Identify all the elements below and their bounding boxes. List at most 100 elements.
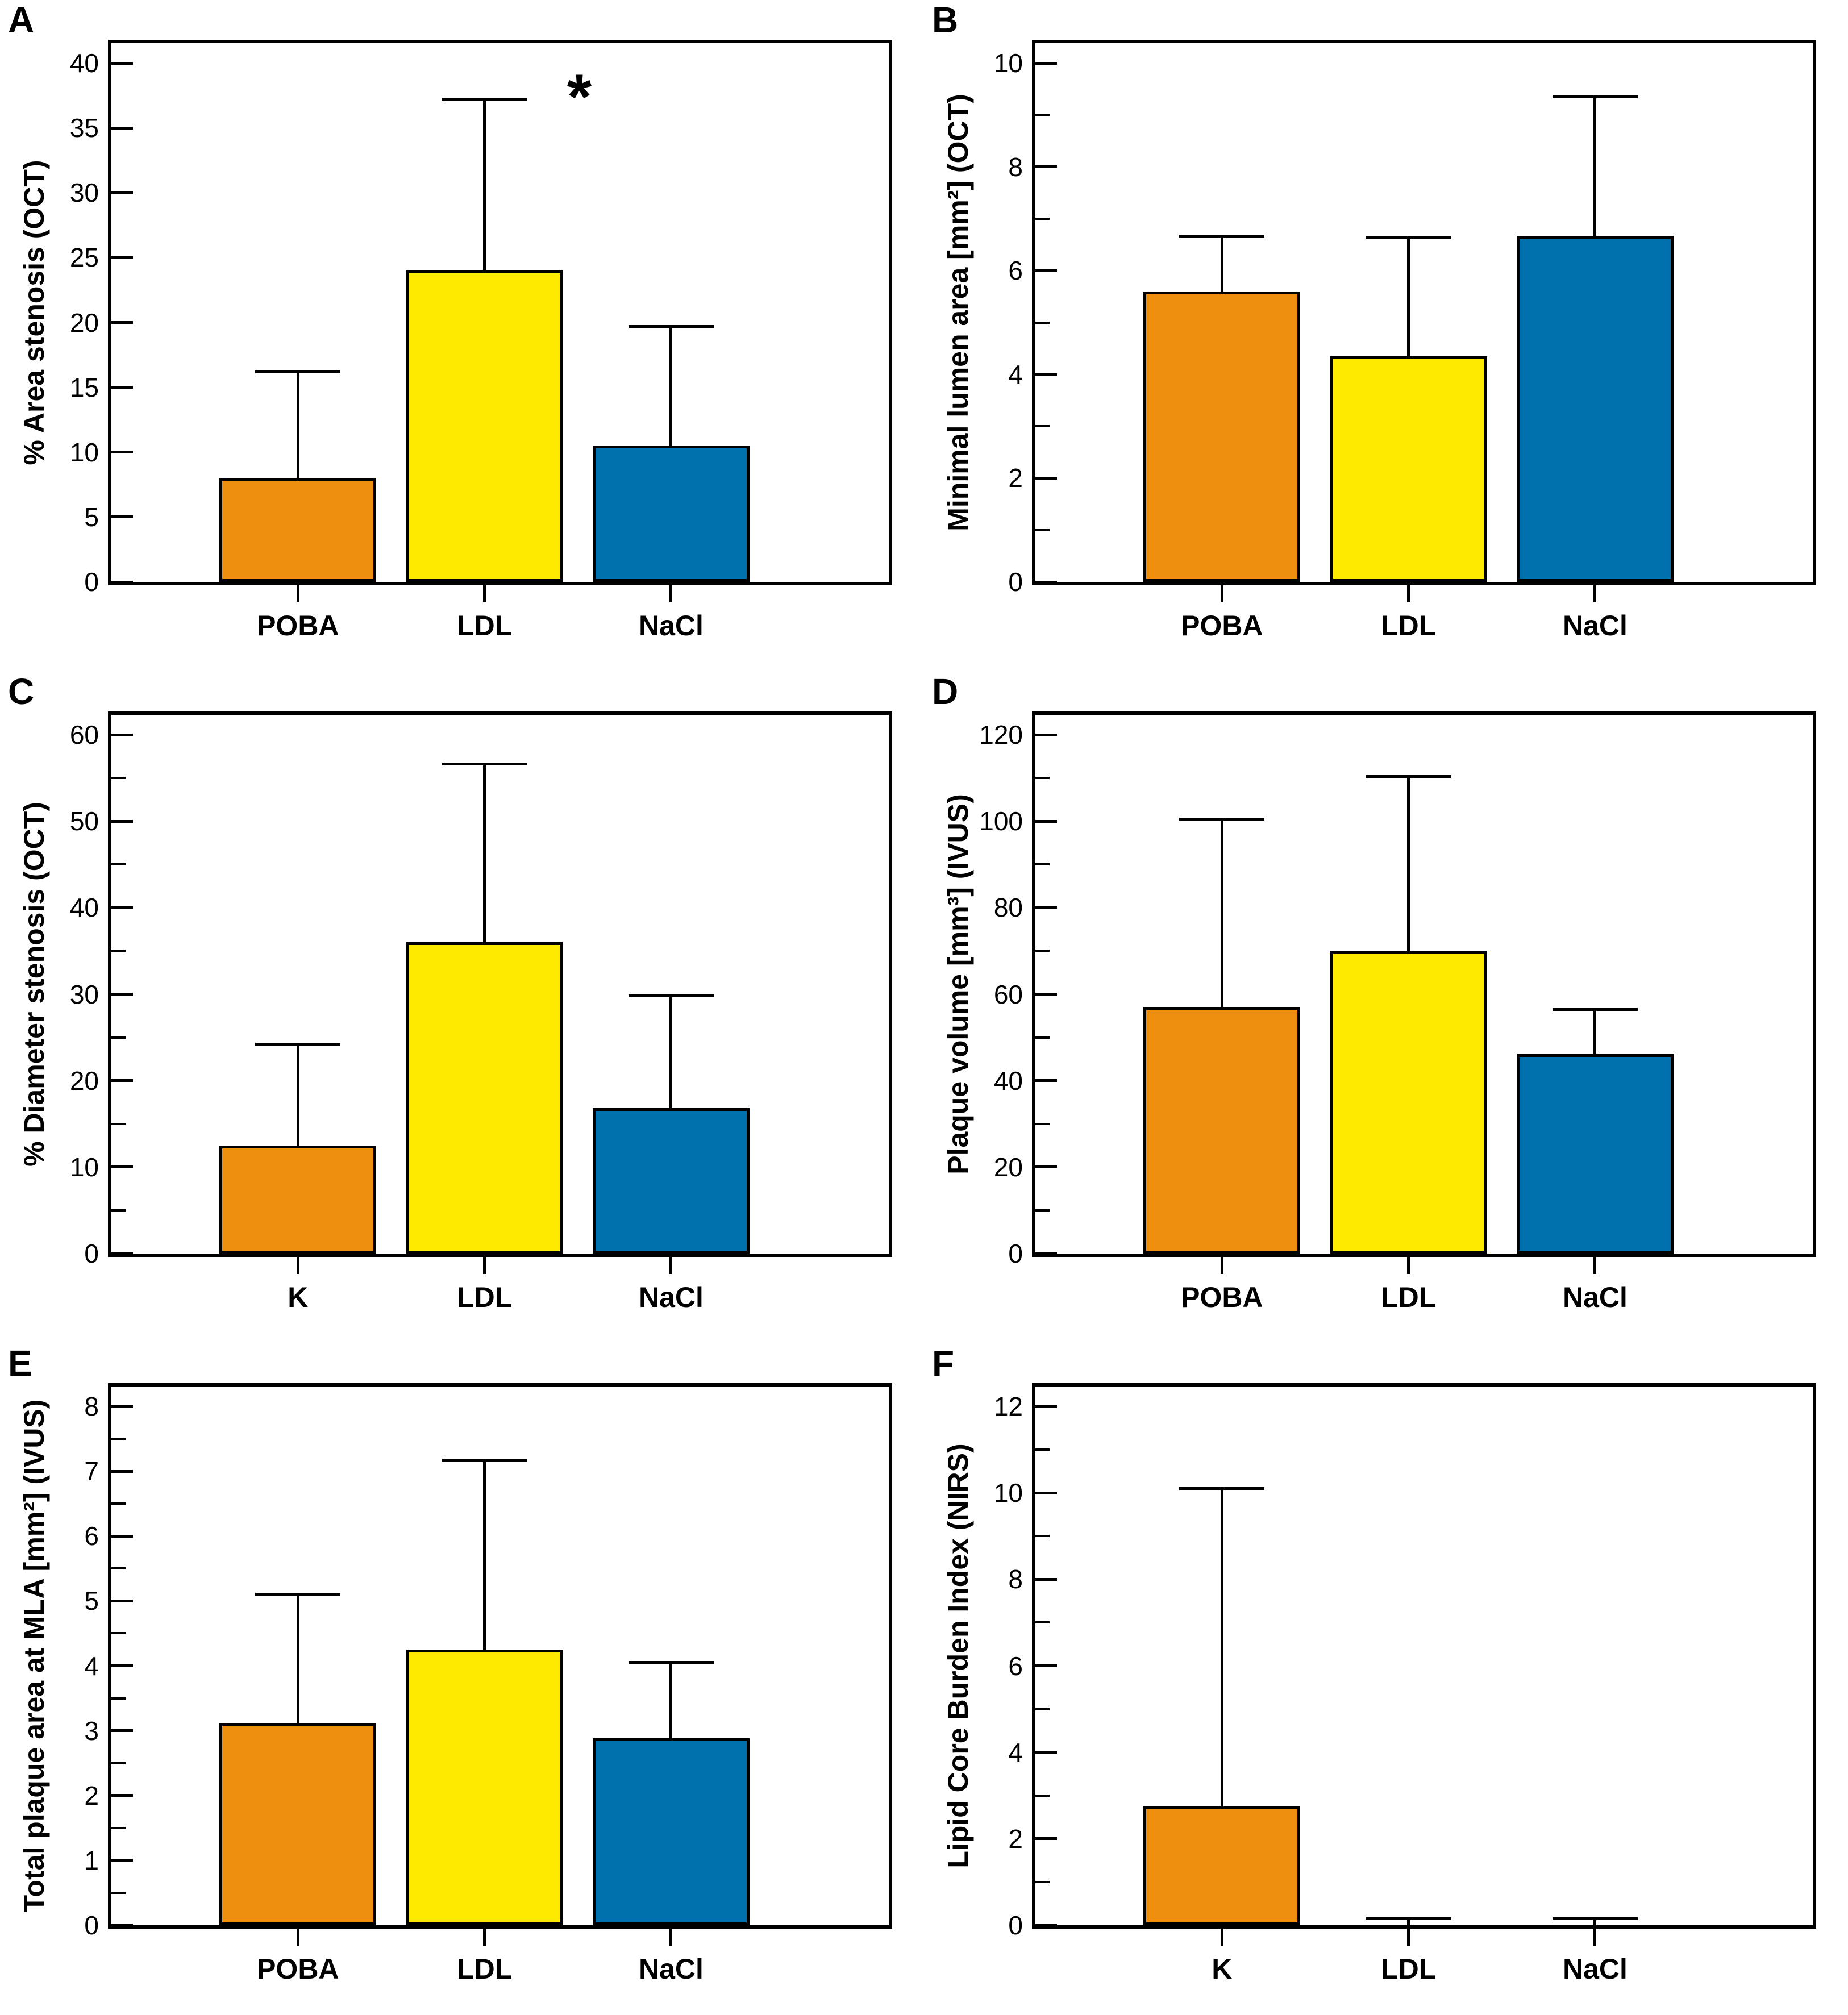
error-bar-line (296, 372, 299, 478)
x-axis-tick (483, 585, 486, 602)
error-bar-line (483, 1460, 486, 1650)
y-major-tick (111, 61, 133, 65)
y-major-tick (111, 126, 133, 130)
error-bar-cap (442, 1459, 527, 1462)
y-axis-title: Lipid Core Burden Index (NIRS) (942, 1443, 974, 1868)
y-minor-tick (1035, 528, 1050, 531)
bar-ldl (406, 270, 563, 582)
y-minor-tick (111, 1036, 126, 1039)
x-category-label: LDL (457, 1281, 513, 1313)
y-minor-tick (111, 1567, 126, 1570)
y-minor-tick (1035, 1036, 1050, 1039)
y-tick-label: 60 (993, 979, 1023, 1009)
x-category-label: LDL (457, 1953, 513, 1985)
x-category-label: POBA (1181, 1281, 1263, 1313)
y-tick-label: 40 (993, 1065, 1023, 1096)
y-major-tick (111, 1165, 133, 1169)
error-bar-line (296, 1594, 299, 1723)
y-tick-label: 35 (69, 113, 99, 143)
y-tick-label: 8 (84, 1392, 99, 1421)
x-category-label: LDL (457, 610, 513, 642)
error-bar-line (669, 1662, 673, 1739)
y-tick-label: 4 (1008, 359, 1023, 389)
x-category-label: LDL (1381, 1281, 1437, 1313)
y-major-tick (1035, 1664, 1057, 1667)
bar-poba (219, 478, 377, 582)
error-bar-cap (1366, 1917, 1451, 1921)
x-category-label: LDL (1381, 610, 1437, 642)
plot-area: 0 1 2 3 4 5 6 7 8 POBA LDL NaCl (84, 1383, 892, 1983)
x-axis-tick (1407, 585, 1410, 602)
y-minor-tick (1035, 114, 1050, 116)
panel-letter: C (8, 671, 35, 712)
y-major-tick (111, 1405, 133, 1408)
y-minor-tick (1035, 1448, 1050, 1451)
panel-letter: D (932, 671, 959, 712)
panel-e: E Total plaque area at MLA [mm²] (IVUS) … (0, 1343, 924, 2015)
y-axis-title: Plaque volume [mm³] (IVUS) (942, 794, 974, 1175)
y-tick-label: 80 (993, 893, 1023, 923)
error-bar-line (1593, 1918, 1597, 1925)
error-bar-line (1220, 236, 1223, 292)
bar-nacl (1516, 236, 1674, 582)
y-minor-tick (111, 863, 126, 866)
y-tick-label: 6 (1008, 256, 1023, 286)
y-tick-label: 4 (1008, 1737, 1023, 1767)
significance-asterisk: * (567, 61, 592, 132)
y-major-tick (111, 1599, 133, 1602)
y-minor-tick (1035, 1880, 1050, 1883)
panel-b: B Minimal lumen area [mm²] (OCT) 0 2 4 6 8 10… (924, 0, 1848, 672)
y-tick-label: 2 (1008, 463, 1023, 493)
x-category-label: LDL (1381, 1953, 1437, 1985)
error-bar-cap (1552, 1917, 1638, 1921)
y-tick-label: 1 (84, 1845, 99, 1875)
y-major-tick (111, 386, 133, 389)
x-axis-tick (1220, 1257, 1223, 1274)
bar-ldl (406, 1649, 563, 1925)
x-axis-tick (483, 1257, 486, 1274)
y-major-tick (111, 1534, 133, 1538)
error-bar-cap (255, 1043, 341, 1046)
x-axis-tick (1593, 1257, 1597, 1274)
y-tick-label: 0 (1008, 567, 1023, 597)
y-tick-label: 0 (1008, 1910, 1023, 1940)
y-major-tick (111, 1794, 133, 1797)
x-category-label: K (288, 1281, 309, 1313)
panel-c: C % Diameter stenosis (OCT) 0 10 20 30 40 50 6… (0, 672, 924, 1343)
error-bar-cap (255, 370, 341, 373)
y-major-tick (1035, 1165, 1057, 1169)
error-bar-cap (442, 763, 527, 766)
x-axis-tick (1220, 1929, 1223, 1946)
error-bar-line (483, 764, 486, 943)
y-tick-label: 40 (69, 893, 99, 923)
y-major-tick (111, 1252, 133, 1255)
error-bar-cap (255, 1593, 341, 1596)
y-major-tick (1035, 61, 1057, 65)
y-tick-label: 10 (69, 1152, 99, 1182)
panel-a: A % Area stenosis (OCT) 0 5 10 15 20 25 30 35 40… (0, 0, 924, 672)
error-bar-line (296, 1044, 299, 1146)
y-minor-tick (1035, 1209, 1050, 1212)
y-major-tick (1035, 993, 1057, 996)
y-major-tick (111, 906, 133, 909)
y-tick-label: 6 (1008, 1651, 1023, 1681)
y-minor-tick (1035, 863, 1050, 866)
y-minor-tick (1035, 1535, 1050, 1538)
y-minor-tick (1035, 217, 1050, 220)
bar-k (1143, 1806, 1301, 1925)
error-bar-line (1407, 238, 1410, 356)
y-major-tick (111, 1664, 133, 1667)
y-major-tick (1035, 1577, 1057, 1581)
y-major-tick (111, 1729, 133, 1733)
panel-letter: E (8, 1343, 32, 1384)
x-axis-tick (1220, 585, 1223, 602)
y-tick-label: 2 (84, 1780, 99, 1810)
y-axis-title: Minimal lumen area [mm²] (OCT) (942, 94, 974, 531)
bar-ldl (1330, 951, 1487, 1254)
y-minor-tick (1035, 950, 1050, 952)
bar-nacl (1516, 1054, 1674, 1254)
bar-k (219, 1145, 377, 1254)
x-category-label: NaCl (638, 1281, 704, 1313)
y-major-tick (1035, 819, 1057, 823)
